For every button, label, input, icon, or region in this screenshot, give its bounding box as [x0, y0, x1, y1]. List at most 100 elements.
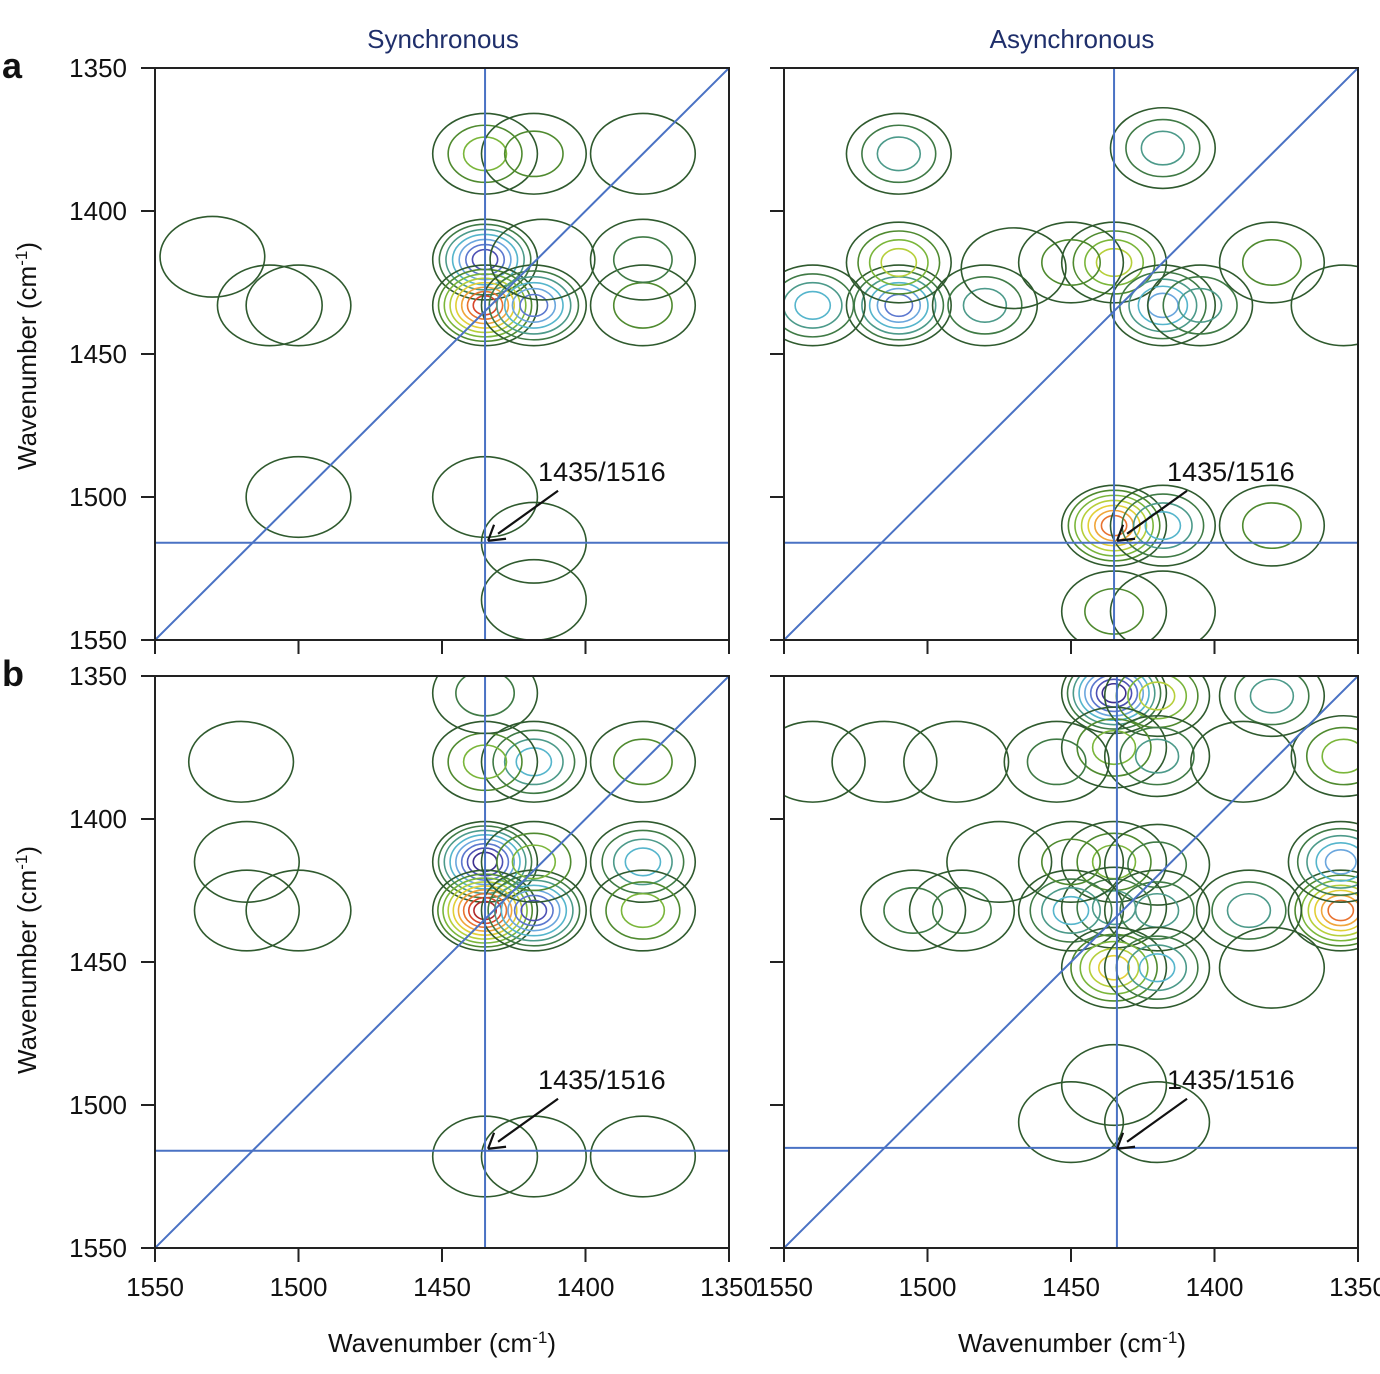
contour-line — [960, 227, 1067, 310]
contour-line — [1138, 953, 1176, 983]
contour-peak — [1103, 823, 1211, 906]
contour-peak — [1060, 926, 1168, 1009]
contour-line — [1119, 726, 1195, 786]
x-tick-label: 1450 — [413, 1272, 471, 1302]
x-tick-label: 1400 — [557, 1272, 615, 1302]
superscript-minus-one: -1 — [12, 251, 31, 266]
contour-line — [1218, 926, 1326, 1009]
contour-line — [589, 820, 697, 904]
contour-peak — [1195, 869, 1303, 952]
contour-line — [868, 281, 929, 329]
contour-peak — [1060, 706, 1168, 789]
y-axis-title-b: Wavenumber (cm-1) — [12, 846, 43, 1074]
contour-line — [1060, 926, 1168, 1009]
contour-line — [620, 892, 666, 929]
contour-line — [511, 844, 557, 880]
contour-line — [1195, 869, 1303, 952]
contour-line — [589, 264, 697, 347]
asynchronous-title: Asynchronous — [990, 24, 1155, 54]
contour-line — [1103, 869, 1211, 952]
contour-line — [1321, 738, 1358, 774]
contour-line — [845, 221, 952, 304]
contour-peak — [245, 455, 352, 539]
contour-line — [784, 273, 855, 338]
contour-line — [1041, 838, 1101, 886]
panel-4: 1550 1500 1450 1400 1350 1435/1516 — [755, 675, 1380, 1302]
contour-line — [1128, 278, 1198, 333]
annotation-arrow-head — [1116, 1132, 1136, 1150]
x-tick-label: 1550 — [755, 1272, 813, 1302]
contour-line — [1234, 676, 1310, 726]
contour-line — [845, 264, 952, 347]
contour-line — [1287, 869, 1358, 952]
contour-peak — [480, 112, 587, 195]
annotation-arrow-head — [1116, 524, 1136, 542]
contour-peak — [187, 720, 295, 803]
contour-line — [500, 884, 568, 937]
contour-line — [784, 281, 843, 329]
contour-line — [931, 887, 992, 934]
contour-line — [612, 838, 673, 886]
superscript-minus-one: -1 — [532, 1328, 547, 1347]
svg-text:Wavenumber (cm-1): Wavenumber (cm-1) — [12, 242, 43, 470]
contour-line — [1089, 676, 1139, 713]
x-tick-label: 1350 — [700, 1272, 758, 1302]
y-tick-label: 1550 — [69, 625, 127, 655]
contour-line — [589, 720, 697, 803]
contour-peak — [589, 1115, 697, 1198]
contour-line — [488, 270, 580, 341]
contour-line — [883, 887, 944, 934]
contour-line — [503, 738, 564, 786]
contour-peak — [903, 720, 1010, 803]
contour-line — [1088, 947, 1140, 988]
contour-line — [1109, 570, 1216, 640]
contour-line — [794, 290, 832, 321]
contour-peak — [159, 215, 266, 298]
y-tick-label: 1400 — [69, 196, 127, 226]
contour-line — [1218, 484, 1326, 567]
contour-line — [1134, 738, 1180, 774]
annotation-arrow-shaft — [497, 489, 559, 535]
contour-line — [480, 720, 587, 803]
contour-line — [1119, 881, 1195, 940]
contour-line — [480, 264, 587, 347]
contour-line — [845, 112, 952, 195]
contour-peak — [193, 869, 300, 952]
contour-line — [589, 1115, 697, 1198]
contour-line — [931, 264, 1039, 347]
contour-peak — [480, 264, 587, 347]
annotation-label: 1435/1516 — [1167, 457, 1295, 487]
synchronous-title: Synchronous — [367, 24, 519, 54]
contour-line — [1241, 502, 1302, 550]
contour-line — [1140, 130, 1186, 166]
contour-line — [1146, 264, 1254, 347]
x-axis-title-right-text: Wavenumber (cm — [958, 1328, 1162, 1358]
contour-line — [187, 720, 295, 803]
panel-2: 1435/1516 — [770, 67, 1359, 654]
contour-peak — [1103, 869, 1211, 952]
contour-peak — [489, 218, 596, 301]
annotation-label: 1435/1516 — [1167, 1065, 1295, 1095]
contour-line — [480, 558, 587, 640]
contour-peak — [784, 720, 866, 803]
annotation-arrow-head — [487, 524, 507, 542]
contour-line — [1137, 285, 1189, 326]
contour-area — [784, 676, 1358, 1248]
contour-peak — [1290, 714, 1358, 798]
contour-line — [1290, 714, 1358, 798]
superscript-minus-one: -1 — [12, 855, 31, 870]
contour-peak — [1290, 264, 1358, 347]
contour-line — [1294, 874, 1358, 947]
contour-line — [624, 847, 662, 877]
contour-peak — [1017, 820, 1125, 904]
contour-peak — [1218, 484, 1326, 567]
contour-peak — [908, 869, 1016, 952]
contour-peak — [1109, 264, 1216, 347]
contour-peak — [1287, 820, 1358, 904]
contour-line — [868, 239, 929, 286]
y-tick-label: 1500 — [69, 1090, 127, 1120]
contour-line — [1070, 933, 1158, 1002]
contour-line — [1017, 221, 1125, 304]
